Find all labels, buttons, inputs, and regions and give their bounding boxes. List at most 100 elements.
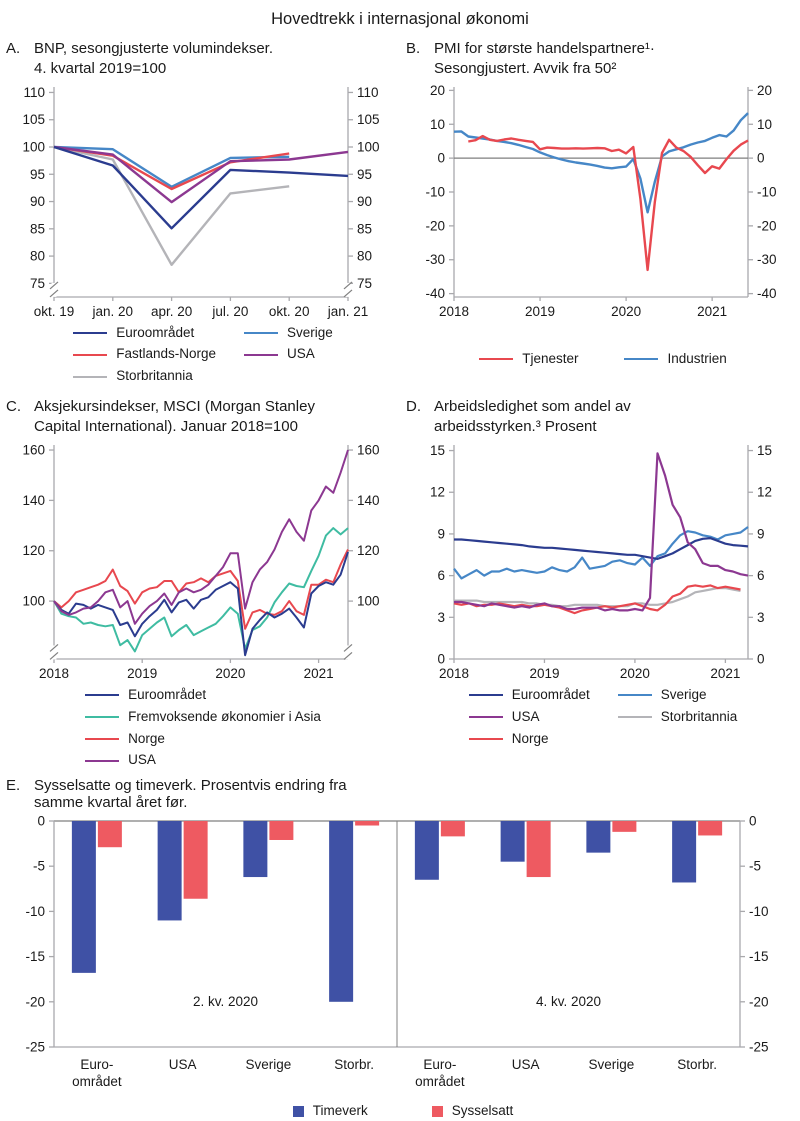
x-tick-label: 2018: [439, 666, 469, 681]
y-tick-label: 20: [757, 82, 772, 97]
y-tick-label: 0: [757, 651, 765, 666]
legend-swatch-icon: [617, 716, 652, 719]
legend-item: Sverige: [244, 325, 333, 342]
y-tick-label: 9: [757, 526, 765, 541]
legend-item: Sysselsatt: [431, 1103, 514, 1120]
bar-Sysselsatt-0: [97, 821, 122, 848]
line-Storbritannia: [53, 145, 290, 266]
x-tick-label: 2019: [529, 666, 559, 681]
legend-item: Euroområdet: [73, 325, 216, 342]
line-Industrien: [453, 111, 749, 214]
x-tick-label: 2021: [304, 666, 334, 681]
line-Fastlands-Norge: [53, 145, 290, 190]
legend-column: Sverige Storbritannia: [617, 687, 737, 726]
y-tick-label: 6: [437, 568, 445, 583]
bar-Sysselsatt-4: [440, 821, 465, 837]
legend-swatch-icon: [85, 716, 120, 719]
line-Euroområdet: [53, 551, 349, 657]
y-tick-label: -10: [425, 184, 445, 199]
y-tick-label: 12: [430, 485, 445, 500]
line-Sverige: [53, 145, 290, 188]
legend-item: Norge: [468, 730, 590, 748]
panel-b: B. PMI for største handelspartnere¹· Ses…: [400, 33, 800, 385]
bar-Sysselsatt-7: [698, 821, 723, 836]
y-tick-label: 85: [30, 221, 45, 236]
bar-Sysselsatt-3: [355, 821, 380, 826]
panel-c-letter: C.: [6, 398, 21, 416]
panel-e: E. Sysselsatte og timeverk. Prosentvis e…: [0, 777, 800, 1120]
bar-Timeverk-2: [243, 821, 268, 878]
y-tick-label: -15: [749, 949, 769, 964]
y-tick-label: 105: [357, 112, 380, 127]
y-tick-label: 100: [357, 593, 380, 608]
panels-top-row: A. BNP, sesongjusterte volumindekser. 4.…: [0, 33, 800, 385]
y-tick-label: -20: [757, 218, 777, 233]
legend-label: Storbritannia: [116, 368, 193, 384]
legend-column: Sysselsatt: [431, 1103, 514, 1120]
panel-b-header: B. PMI for største handelspartnere¹· Ses…: [406, 39, 800, 79]
y-tick-label: 110: [23, 85, 45, 100]
line-Tjenester: [468, 134, 749, 271]
y-tick-label: -10: [757, 184, 777, 199]
panel-a-chart-svg: 75 75 80 80 85 85 90 90 95 95 100 100 105 105 110 110 ok…: [22, 85, 380, 319]
line-Norge: [453, 584, 741, 615]
legend-column: Sverige USA: [244, 325, 333, 364]
legend-column: Industrien: [624, 351, 727, 368]
y-tick-label: 140: [22, 493, 45, 508]
axis-break-gap: [345, 645, 351, 660]
bar-Sysselsatt-1: [183, 821, 208, 900]
y-tick-label: 15: [430, 443, 445, 458]
x-tick-label: 2019: [127, 666, 157, 681]
y-tick-label: 12: [757, 485, 772, 500]
x-tick-label: jan. 20: [92, 304, 134, 319]
bar-Sysselsatt-6: [612, 821, 637, 833]
y-tick-label: 90: [357, 194, 372, 209]
y-tick-label: 20: [430, 82, 445, 97]
y-tick-label: 90: [30, 194, 45, 209]
legend-column: Tjenester: [479, 351, 578, 368]
x-tick-label: okt. 20: [269, 304, 310, 319]
legend-swatch-icon: [431, 1106, 443, 1118]
legend-item: Timeverk: [292, 1103, 368, 1120]
x-category-label: Sverige: [588, 1057, 634, 1072]
bar-Timeverk-6: [586, 821, 611, 853]
x-tick-label: okt. 19: [34, 304, 75, 319]
y-tick-label: -5: [33, 859, 45, 874]
legend-item: Fastlands-Norge: [73, 346, 216, 363]
line-USA: [53, 449, 349, 625]
legend-item: Storbritannia: [617, 709, 737, 726]
bar-Timeverk-0: [71, 821, 96, 974]
panels-middle-row: C. Aksjekursindekser, MSCI (Morgan Stanl…: [0, 391, 800, 769]
y-tick-label: 100: [22, 139, 45, 154]
panel-a-title: BNP, sesongjusterte volumindekser. 4. kv…: [34, 40, 274, 77]
y-tick-label: 0: [757, 150, 765, 165]
y-tick-label: 3: [437, 610, 445, 625]
line-Storbritannia: [454, 586, 741, 608]
group-label: 2. kv. 2020: [193, 994, 258, 1009]
legend-swatch-icon: [468, 738, 503, 740]
panel-c-chart-svg: 100 100 120 120 140 140 160 160 2018 2019 2020 2021: [22, 442, 380, 681]
panel-a-letter: A.: [6, 40, 21, 57]
panel-d: D. Arbeidsledighet som andel av arbeidss…: [400, 391, 800, 769]
panel-e-header: E. Sysselsatte og timeverk. Prosentvis e…: [6, 777, 800, 811]
legend-item: USA: [468, 708, 590, 726]
legend-label: Norge: [511, 730, 549, 746]
y-tick-label: -15: [25, 949, 45, 964]
panel-d-chart-svg: 0 0 3 3 6 6 9 9 12 12 15 15 2018 2019 2020 2021: [430, 443, 772, 681]
y-tick-label: 120: [22, 543, 45, 558]
panel-e-letter: E.: [6, 777, 21, 795]
y-tick-label: 85: [357, 221, 372, 236]
y-tick-label: 15: [757, 443, 772, 458]
legend-label: Sysselsatt: [451, 1103, 514, 1119]
bar-Timeverk-5: [500, 821, 525, 862]
panel-e-title: Sysselsatte og timeverk. Prosentvis endr…: [34, 777, 347, 812]
x-tick-label: jul. 20: [211, 304, 248, 319]
legend-swatch-icon: [85, 738, 120, 740]
y-tick-label: -40: [425, 286, 445, 301]
legend-label: USA: [511, 708, 540, 724]
y-tick-label: -20: [749, 995, 769, 1010]
page-title: Hovedtrekk i internasjonal økonomi: [271, 10, 529, 28]
axis-break-mark: [343, 651, 353, 660]
line-Norge: [53, 548, 349, 630]
